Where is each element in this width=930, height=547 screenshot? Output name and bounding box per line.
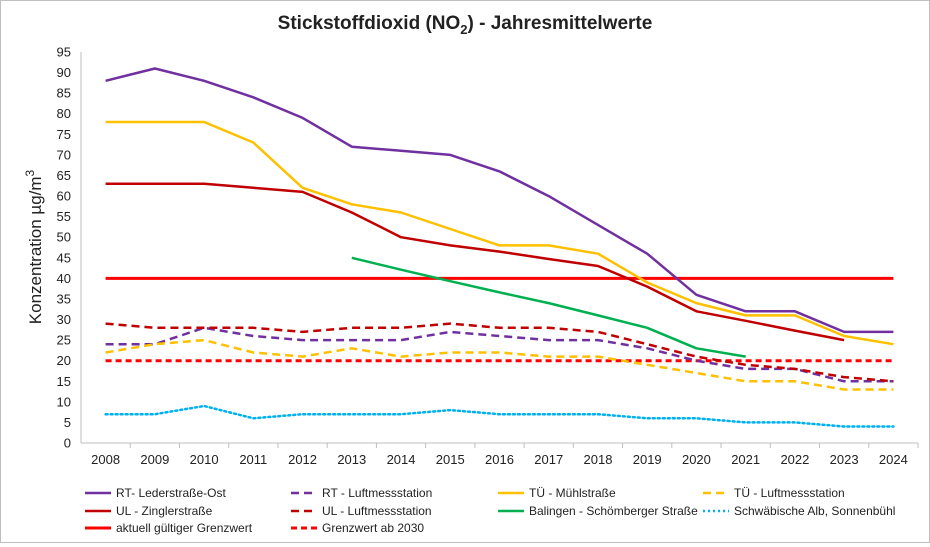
x-tick-label: 2014 [387, 452, 416, 467]
legend-label: Balingen - Schömberger Straße [529, 504, 698, 518]
legend: RT- Lederstraße-Ost RT - Luftmessstation T… [85, 486, 895, 535]
series-line [104, 404, 895, 428]
y-axis-label: Konzentration µg/m3 [23, 169, 45, 324]
x-tick-label: 2011 [239, 452, 267, 467]
y-tick-label: 50 [57, 230, 71, 245]
y-tick-label: 45 [57, 250, 71, 265]
y-tick-label: 5 [64, 415, 71, 430]
x-tick-label: 2008 [91, 452, 120, 467]
x-tick-label: 2010 [190, 452, 219, 467]
series-line [105, 182, 845, 342]
y-tick-label: 60 [57, 189, 71, 204]
legend-label: Schwäbische Alb, Sonnenbühl [734, 504, 895, 518]
chart-title: Stickstoffdioxid (NO2) - Jahresmittelwer… [278, 13, 653, 37]
y-tick-label: 40 [57, 271, 71, 286]
x-tick-label: 2015 [436, 452, 465, 467]
y-tick-label: 15 [57, 374, 71, 389]
x-tick-label: 2018 [584, 452, 613, 467]
x-tick-label: 2019 [633, 452, 662, 467]
y-tick-label: 80 [57, 106, 71, 121]
y-tick-label: 75 [57, 127, 71, 142]
y-tick-label: 20 [57, 353, 71, 368]
legend-label: aktuell gültiger Grenzwert [116, 521, 253, 535]
x-tick-label: 2021 [731, 452, 760, 467]
legend-label: Grenzwert ab 2030 [322, 521, 424, 535]
series-line [105, 322, 894, 383]
y-tick-label: 30 [57, 312, 71, 327]
series-line [105, 120, 894, 346]
x-tick-label: 2009 [140, 452, 169, 467]
y-tick-label: 25 [57, 333, 71, 348]
x-tick-label: 2012 [288, 452, 317, 467]
series-line [105, 326, 894, 383]
series-line [105, 338, 894, 391]
x-tick-label: 2020 [682, 452, 711, 467]
legend-label: RT - Luftmessstation [322, 486, 432, 500]
legend-label: UL - Luftmessstation [322, 504, 432, 518]
legend-label: UL - Zinglerstraße [116, 504, 213, 518]
y-tick-label: 90 [57, 65, 71, 80]
x-tick-label: 2016 [485, 452, 514, 467]
legend-label: TÜ - Mühlstraße [529, 486, 616, 500]
y-tick-label: 55 [57, 209, 71, 224]
y-tick-label: 35 [57, 291, 71, 306]
chart-title-suffix: ) - Jahresmittelwerte [468, 13, 653, 34]
series-lines [104, 67, 895, 428]
legend-label: TÜ - Luftmessstation [734, 486, 845, 500]
x-tick-label: 2024 [879, 452, 908, 467]
x-tick-label: 2022 [780, 452, 809, 467]
y-tick-label: 95 [57, 45, 71, 60]
x-tick-label: 2017 [534, 452, 563, 467]
y-tick-label: 85 [57, 86, 71, 101]
y-tick-label: 70 [57, 147, 71, 162]
series-line [105, 67, 894, 334]
axes [80, 52, 918, 444]
x-tick-label: 2023 [830, 452, 859, 467]
chart-title-subscript: 2 [460, 22, 467, 37]
y-axis-label-superscript: 3 [23, 169, 37, 176]
y-tick-label: 0 [64, 436, 71, 451]
x-tick-label: 2013 [337, 452, 366, 467]
y-tick-label: 10 [57, 394, 71, 409]
x-ticks: 2008 2009 2010 2011 2012 2013 2014 2015 2016 2017… [91, 443, 919, 467]
y-ticks: 0 5 10 15 20 25 30 35 40 45 50 55 60 65 70 75 80 85 90 95 [57, 45, 71, 451]
legend-label: RT- Lederstraße-Ost [116, 486, 226, 500]
y-tick-label: 65 [57, 168, 71, 183]
series-line [351, 256, 746, 358]
